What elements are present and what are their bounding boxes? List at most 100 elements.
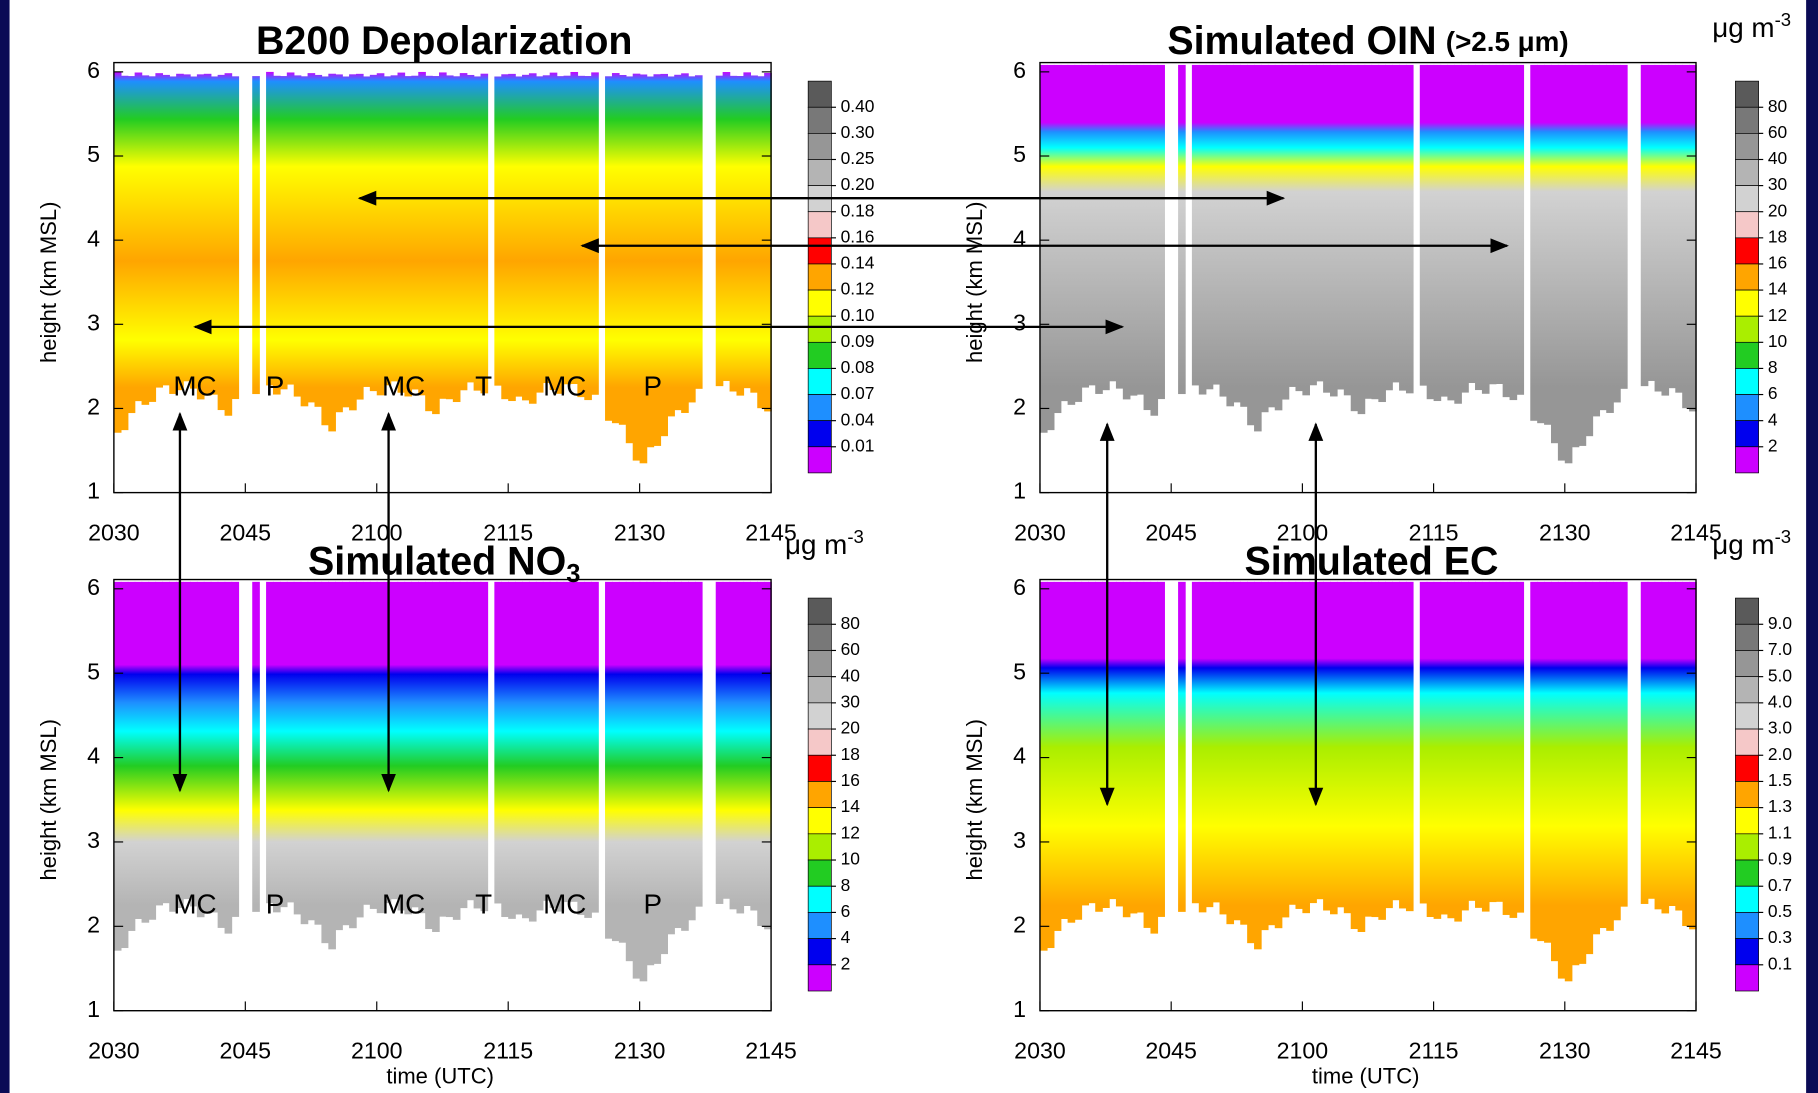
x-tick-label: 2145 [745, 519, 797, 545]
curtain-column [1281, 581, 1290, 918]
colorbar-box [807, 833, 832, 861]
x-axis-label: time (UTC) [386, 1064, 494, 1089]
curtain-column [1295, 581, 1304, 909]
curtain-column [1191, 581, 1200, 904]
y-tick-label: 5 [1013, 658, 1026, 684]
colorbar-box [1735, 702, 1759, 730]
curtain-column [231, 581, 240, 917]
title-subscript: 3 [566, 560, 580, 588]
colorbar-box [807, 106, 832, 134]
curtain-column [508, 73, 516, 402]
curtain-column [681, 73, 689, 413]
curtain-column [688, 581, 696, 921]
curtain-column [155, 581, 164, 906]
curtain-column [1260, 581, 1269, 931]
curtain-column [1481, 581, 1490, 912]
curtain-column [1447, 581, 1456, 919]
curtain-column [618, 74, 627, 425]
curtain-column [639, 581, 648, 982]
curtain-column [591, 581, 599, 913]
curtain-column [272, 75, 281, 395]
curtain-column [1620, 64, 1628, 389]
colorbar-box [1735, 185, 1759, 213]
curtain-column [1488, 581, 1497, 903]
curtain-column [418, 581, 426, 914]
x-tick-label: 2115 [483, 1038, 533, 1064]
curtain-column [563, 581, 572, 903]
arrows [172, 190, 1509, 807]
curtain-column [134, 72, 143, 402]
colorbar-label: 2 [1768, 435, 1778, 455]
colorbar-box [807, 420, 832, 448]
curtain-column [1074, 64, 1083, 402]
curtain-column [362, 581, 371, 905]
curtain-column [522, 581, 530, 919]
curtain-column [556, 581, 565, 912]
curtain-column [1088, 581, 1096, 904]
x-tick-label: 2030 [88, 519, 140, 545]
annotation: MC [543, 889, 586, 920]
curtain-column [625, 76, 634, 444]
annotation: P [266, 371, 285, 402]
curtain-column [1537, 64, 1545, 424]
curtain-column [1399, 581, 1407, 909]
curtain-column [577, 75, 585, 398]
curtain-column [411, 75, 419, 390]
curtain-column [466, 581, 475, 901]
curtain-column [155, 73, 164, 388]
curtain-column [148, 581, 157, 920]
curtain-column [1433, 64, 1442, 402]
colorbar-box [1735, 368, 1759, 395]
curtain-column [1115, 64, 1124, 389]
colorbar-box [807, 133, 832, 160]
curtain-column [1606, 64, 1614, 413]
curtain-column [1267, 581, 1276, 926]
curtain-column [1606, 581, 1614, 931]
curtain-column [1053, 64, 1062, 414]
curtain-column [362, 76, 371, 387]
y-tick-label: 1 [87, 996, 100, 1022]
curtain-column [1288, 581, 1297, 905]
x-tick-label: 2100 [351, 1038, 403, 1064]
colorbar-box [1735, 420, 1759, 448]
curtain-column [1509, 581, 1518, 918]
curtain-column [632, 581, 641, 979]
curtain-column [1426, 581, 1435, 918]
colorbar-label: 40 [1768, 148, 1787, 168]
y-tick-label: 4 [1013, 225, 1026, 251]
curtain-column [459, 73, 468, 391]
curtain-column [549, 72, 558, 391]
curtain-column [563, 75, 572, 385]
curtain-column [750, 75, 758, 393]
colorbar-label: 0.01 [841, 435, 875, 455]
curtain-column [535, 76, 544, 393]
curtain-column [272, 581, 281, 913]
curtain-column [1323, 64, 1331, 393]
colorbar-box [807, 80, 832, 108]
curtain-column [639, 74, 648, 464]
curtain-column [1481, 64, 1490, 394]
curtain-column [1675, 581, 1683, 911]
curtain-column [376, 581, 385, 914]
colorbar-box [1735, 807, 1759, 835]
colorbar-label: 20 [1768, 200, 1787, 220]
curtain-column [210, 581, 219, 913]
curtain-column [452, 76, 461, 403]
curtain-column [1247, 581, 1255, 944]
annotation: MC [382, 371, 425, 402]
curtain-column [1495, 581, 1504, 902]
colorbar-box [1735, 885, 1759, 913]
curtain-column [1392, 581, 1400, 901]
curtain-column [1039, 581, 1048, 951]
annotation: MC [173, 371, 216, 402]
curtain-column [1205, 64, 1214, 390]
curtain-column [584, 76, 592, 401]
colorbar-box [1735, 159, 1759, 186]
curtain-column [584, 581, 592, 918]
curtain-column [1240, 581, 1248, 925]
curtain-column [1419, 581, 1428, 904]
curtain-column [501, 581, 509, 918]
colorbar-box [807, 728, 832, 756]
colorbar-box [1735, 133, 1759, 160]
